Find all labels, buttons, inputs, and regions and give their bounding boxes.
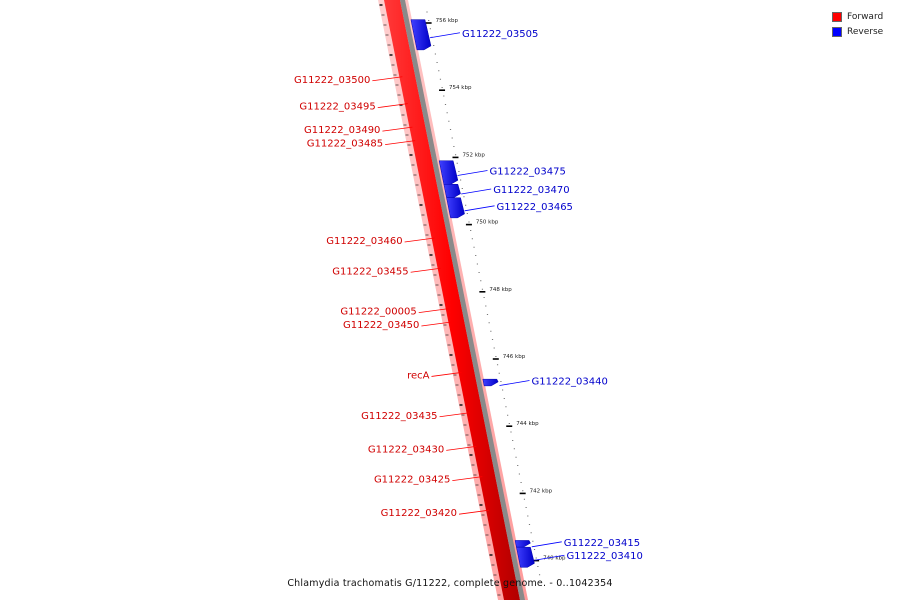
scale-label: 744 kbp: [516, 421, 539, 427]
forward-gene-leader: [446, 445, 477, 451]
reverse-gene-leader: [499, 380, 530, 386]
scale-label: 756 kbp: [436, 18, 459, 24]
forward-strand-bar: [384, 0, 520, 600]
legend-reverse: Reverse: [832, 24, 892, 39]
forward-gene-leader: [382, 126, 413, 132]
reverse-gene-leader: [429, 32, 461, 39]
reverse-gene-leader: [531, 541, 562, 548]
legend: Forward Reverse: [832, 9, 892, 39]
forward-gene-leader: [458, 509, 490, 515]
forward-gene-leader: [439, 412, 470, 418]
forward-gene-label: G11222_00005: [340, 307, 416, 318]
forward-gene-leader: [372, 76, 403, 82]
genome-strand-band: [378, 0, 528, 600]
legend-forward-label: Forward: [847, 11, 884, 22]
forward-gene-leader: [452, 476, 483, 481]
reverse-gene-block: [410, 19, 432, 51]
forward-gene-leader: [404, 237, 435, 243]
forward-gene-leader: [421, 321, 452, 327]
scale-label: 748 kbp: [489, 287, 512, 293]
forward-gene-leader: [431, 372, 462, 377]
reverse-gene-label: G11222_03465: [497, 202, 573, 213]
forward-gene-leader: [418, 308, 449, 313]
reverse-gene-leader: [461, 188, 492, 195]
legend-reverse-label: Reverse: [847, 26, 884, 37]
reverse-gene-block: [443, 184, 461, 198]
forward-gene-label: G11222_03500: [294, 75, 370, 86]
legend-forward: Forward: [832, 9, 892, 24]
reverse-gene-block: [516, 546, 535, 568]
reverse-strand-ruler: [426, 11, 541, 576]
kbp-scale: 756 kbp 754 kbp 752 kbp 750 kbp 748 kbp 746 k…: [425, 18, 566, 562]
reverse-gene-label: G11222_03410: [566, 551, 642, 562]
reverse-strand-bar: [400, 0, 525, 600]
forward-gene-leader: [410, 267, 441, 273]
reverse-gene-label: G11222_03475: [490, 167, 566, 178]
scale-label: 750 kbp: [476, 220, 499, 226]
reverse-gene-leader: [534, 554, 565, 561]
forward-gene-label: G11222_03460: [326, 236, 402, 247]
reverse-gene-label: G11222_03505: [462, 29, 538, 40]
forward-gene-labels: G11222_03500 G11222_03495 G11222_03490 G112…: [294, 75, 490, 519]
reverse-gene-block: [446, 197, 465, 219]
reverse-gene-block: [438, 160, 459, 185]
reverse-gene-label: G11222_03415: [564, 538, 640, 549]
forward-gene-label: G11222_03430: [368, 444, 444, 455]
forward-gene-label: G11222_03420: [381, 508, 457, 519]
forward-gene-leader: [385, 140, 416, 145]
forward-gene-label: G11222_03450: [343, 320, 419, 331]
reverse-gene-block: [482, 378, 499, 387]
reverse-gene-label: G11222_03470: [493, 185, 569, 196]
forward-gene-leader: [377, 103, 408, 109]
forward-gene-label: G11222_03495: [299, 102, 375, 113]
reverse-gene-leader: [457, 170, 488, 176]
scale-label: 754 kbp: [449, 85, 472, 91]
forward-gene-label: G11222_03455: [332, 266, 408, 277]
forward-gene-label: G11222_03485: [307, 139, 383, 150]
forward-gene-label: recA: [407, 370, 430, 381]
reverse-gene-label: G11222_03440: [532, 377, 608, 388]
scale-label: 746 kbp: [503, 354, 526, 360]
forward-gene-label: G11222_03490: [304, 125, 380, 136]
scale-label: 752 kbp: [462, 152, 485, 158]
reverse-swatch: [832, 26, 842, 37]
reverse-gene-leader: [464, 205, 495, 212]
forward-swatch: [832, 11, 842, 22]
reverse-gene-block: [514, 540, 531, 548]
reverse-genes: G11222_03505 G11222_03475 G11222_03470 G112…: [410, 19, 643, 568]
scale-label: 742 kbp: [530, 488, 553, 494]
forward-gene-label: G11222_03435: [361, 411, 437, 422]
forward-gene-label: G11222_03425: [374, 475, 450, 486]
scale-label: 740 kbp: [543, 556, 566, 562]
genome-caption: Chlamydia trachomatis G/11222, complete …: [287, 578, 613, 589]
